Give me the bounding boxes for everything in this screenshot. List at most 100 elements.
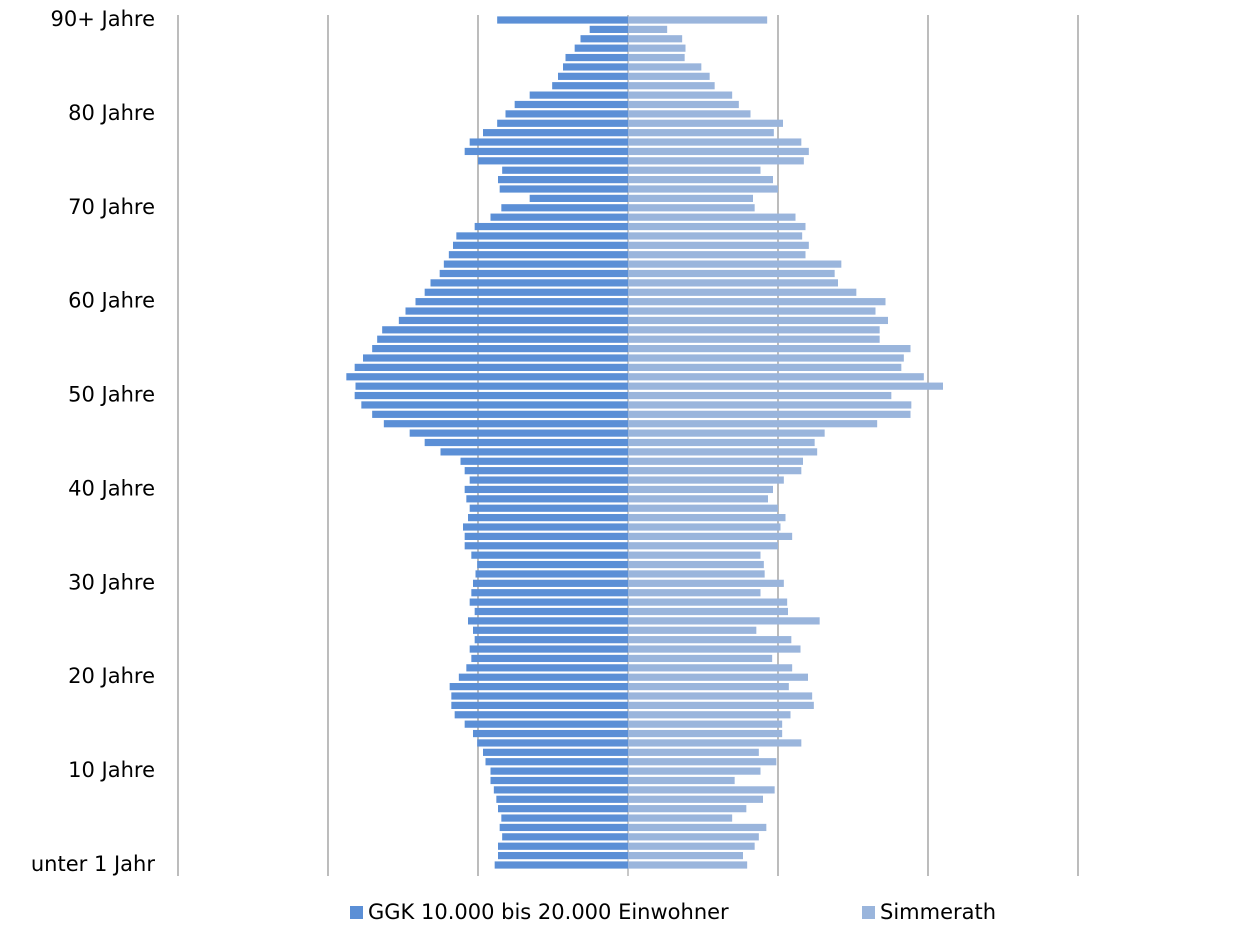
bar bbox=[454, 711, 628, 719]
y-tick-label: 20 Jahre bbox=[68, 664, 155, 688]
bar bbox=[628, 514, 786, 522]
bar bbox=[473, 729, 628, 738]
bar bbox=[628, 420, 878, 428]
bar bbox=[628, 786, 775, 794]
bar bbox=[469, 476, 628, 484]
bar bbox=[514, 100, 628, 109]
bar bbox=[628, 758, 777, 766]
bar bbox=[628, 326, 880, 334]
bar bbox=[628, 729, 783, 738]
bar bbox=[463, 523, 628, 531]
bar bbox=[628, 166, 761, 174]
bar bbox=[628, 345, 911, 353]
bar bbox=[628, 129, 774, 137]
y-tick-label: 10 Jahre bbox=[68, 758, 155, 782]
bar bbox=[628, 363, 902, 371]
bar bbox=[628, 683, 789, 691]
bar bbox=[628, 401, 912, 409]
bar bbox=[382, 326, 628, 334]
bar bbox=[497, 119, 628, 127]
legend-swatch bbox=[862, 906, 875, 919]
bar bbox=[499, 823, 628, 832]
bar bbox=[490, 767, 628, 775]
bar bbox=[501, 204, 628, 212]
bar bbox=[529, 194, 628, 202]
bar bbox=[498, 842, 628, 850]
bar bbox=[497, 16, 628, 24]
bar bbox=[628, 185, 778, 193]
bar bbox=[354, 363, 628, 371]
bar bbox=[502, 833, 628, 841]
bar bbox=[628, 25, 668, 33]
bar bbox=[494, 861, 628, 869]
bar bbox=[628, 119, 783, 127]
bar bbox=[628, 523, 781, 531]
bar bbox=[628, 232, 803, 240]
bar bbox=[628, 711, 791, 719]
bar bbox=[628, 269, 835, 278]
bar bbox=[468, 514, 628, 522]
bar bbox=[628, 410, 911, 418]
y-tick-label: unter 1 Jahr bbox=[31, 852, 155, 876]
bar bbox=[628, 739, 802, 747]
bar bbox=[628, 53, 685, 62]
bar bbox=[430, 279, 628, 287]
bar bbox=[628, 448, 818, 456]
bar bbox=[628, 476, 784, 484]
bar bbox=[415, 298, 628, 306]
bar bbox=[377, 335, 628, 343]
bar bbox=[628, 598, 788, 606]
bar bbox=[505, 110, 628, 118]
bar bbox=[475, 570, 628, 578]
bar bbox=[628, 842, 755, 850]
bar bbox=[628, 316, 888, 325]
bar bbox=[493, 786, 628, 794]
bar bbox=[628, 373, 924, 381]
bar bbox=[628, 307, 876, 315]
bar bbox=[628, 767, 761, 775]
bar bbox=[474, 636, 628, 644]
bar bbox=[424, 288, 628, 296]
bar bbox=[471, 551, 628, 559]
bar bbox=[529, 91, 628, 99]
bar bbox=[409, 429, 628, 437]
bar bbox=[628, 776, 735, 785]
bar bbox=[628, 438, 815, 447]
bar bbox=[628, 504, 778, 512]
bar bbox=[558, 72, 628, 80]
bar bbox=[628, 157, 804, 165]
bar bbox=[498, 805, 628, 813]
bar bbox=[354, 391, 628, 400]
bar bbox=[458, 673, 628, 681]
bar bbox=[628, 82, 715, 90]
bar bbox=[398, 316, 628, 325]
bar bbox=[453, 241, 628, 249]
bar bbox=[473, 626, 628, 634]
bar bbox=[628, 63, 702, 71]
bar bbox=[628, 617, 820, 625]
legend-label: GGK 10.000 bis 20.000 Einwohner bbox=[368, 900, 729, 924]
bar bbox=[628, 485, 773, 494]
bar bbox=[628, 833, 759, 841]
bar bbox=[464, 485, 628, 494]
bar bbox=[460, 457, 628, 465]
legend-label: Simmerath bbox=[880, 900, 996, 924]
bar bbox=[464, 542, 628, 550]
bar bbox=[469, 598, 628, 606]
bar bbox=[628, 298, 886, 306]
bar bbox=[628, 654, 773, 663]
bar bbox=[628, 560, 764, 569]
bar bbox=[501, 814, 628, 822]
bar bbox=[628, 607, 788, 616]
bar bbox=[628, 457, 803, 465]
y-tick-label: 70 Jahre bbox=[68, 195, 155, 219]
bar bbox=[628, 795, 763, 803]
bar bbox=[628, 861, 748, 869]
bar bbox=[628, 354, 904, 362]
bar bbox=[424, 438, 628, 447]
bar bbox=[628, 692, 813, 700]
bar bbox=[451, 701, 628, 709]
bar bbox=[478, 157, 628, 165]
bar bbox=[464, 467, 628, 475]
